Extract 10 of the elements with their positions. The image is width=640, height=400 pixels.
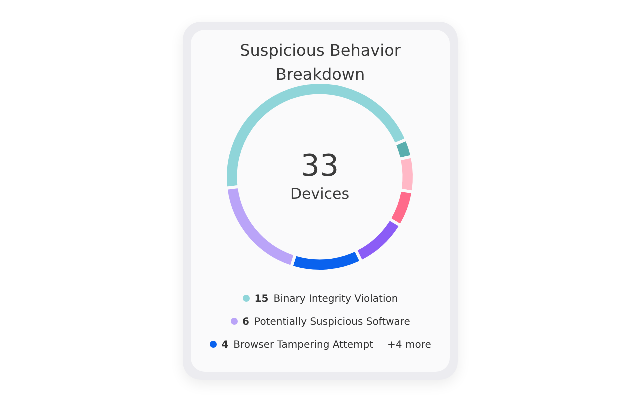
chart-title: Suspicious Behavior Breakdown [239, 40, 402, 86]
text: Devices [290, 184, 350, 204]
data-label: 15 [254, 294, 269, 305]
data-label: 6 [242, 317, 250, 328]
text: +4 more [388, 340, 432, 351]
legend-label: Browser Tampering Attempt [234, 340, 374, 351]
legend-label: Potentially Suspicious Software [254, 317, 410, 328]
text: 33 [300, 149, 340, 184]
data-label: 4 [222, 340, 229, 351]
legend-label: Binary Integrity Violation [274, 294, 398, 305]
